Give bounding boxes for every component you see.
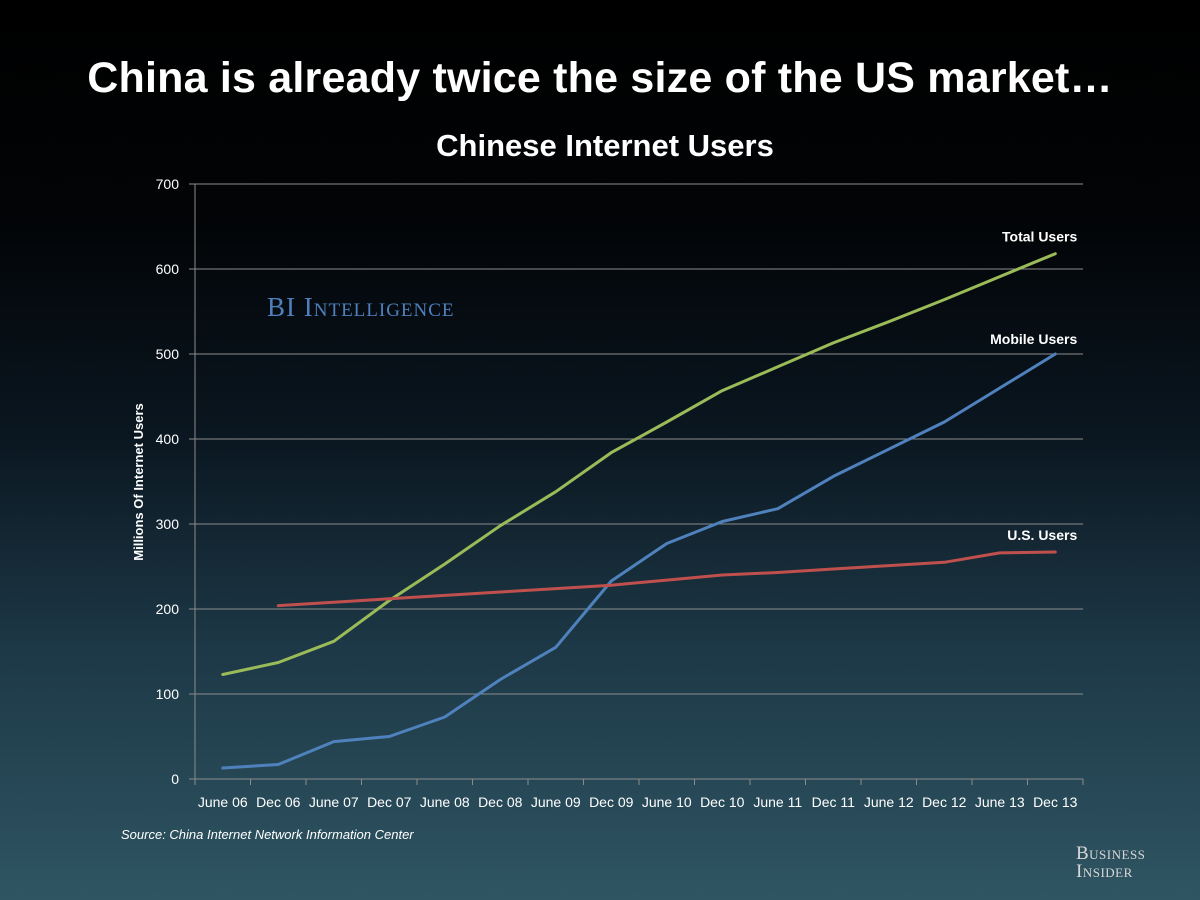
- series-label-mobile-users: Mobile Users: [990, 331, 1077, 347]
- series-label-u-s-users: U.S. Users: [1007, 527, 1077, 543]
- x-tick-label: Dec 08: [478, 794, 523, 810]
- x-tick-label: Dec 07: [367, 794, 412, 810]
- y-tick-label: 300: [156, 516, 180, 532]
- series-line-u-s-users: [276, 550, 1057, 608]
- bi-intelligence-watermark: BI Intelligence: [267, 292, 455, 322]
- x-tick-label: June 11: [753, 794, 802, 810]
- series-line-total-users: [221, 252, 1057, 676]
- x-tick-label: Dec 12: [922, 794, 967, 810]
- y-tick-label: 100: [156, 686, 180, 702]
- x-tick-label: Dec 09: [589, 794, 634, 810]
- x-tick-label: June 07: [309, 794, 359, 810]
- x-tick-label: Dec 06: [256, 794, 301, 810]
- headline: China is already twice the size of the U…: [87, 54, 1113, 102]
- chart-title: Chinese Internet Users: [436, 128, 774, 163]
- y-tick-label: 700: [156, 176, 180, 192]
- series-line-mobile-users: [221, 352, 1057, 770]
- y-tick-label: 600: [156, 261, 180, 277]
- x-tick-label: June 12: [864, 794, 914, 810]
- x-tick-label: June 06: [198, 794, 248, 810]
- x-tick-label: Dec 13: [1033, 794, 1078, 810]
- y-axis-label: Millions Of Internet Users: [131, 403, 146, 560]
- x-tick-label: June 09: [531, 794, 581, 810]
- x-tick-label: June 10: [642, 794, 692, 810]
- source-note: Source: China Internet Network Informati…: [121, 827, 414, 842]
- x-tick-label: Dec 10: [700, 794, 745, 810]
- series-label-total-users: Total Users: [1002, 229, 1077, 245]
- x-tick-label: Dec 11: [812, 794, 856, 810]
- y-tick-label: 0: [171, 771, 179, 787]
- business-insider-logo: Business Insider: [1076, 843, 1146, 882]
- axes: 0 100 200 300 400 500 600 700 June 06 Dec 06 June …: [156, 176, 1084, 810]
- series-labels: Total Users Mobile Users U.S. Users: [990, 229, 1077, 543]
- series: [221, 252, 1057, 770]
- y-tick-label: 400: [156, 431, 180, 447]
- y-tick-label: 500: [156, 346, 180, 362]
- grid: [195, 183, 1083, 695]
- x-tick-label: June 08: [420, 794, 470, 810]
- x-tick-label: June 13: [975, 794, 1025, 810]
- y-tick-label: 200: [156, 601, 180, 617]
